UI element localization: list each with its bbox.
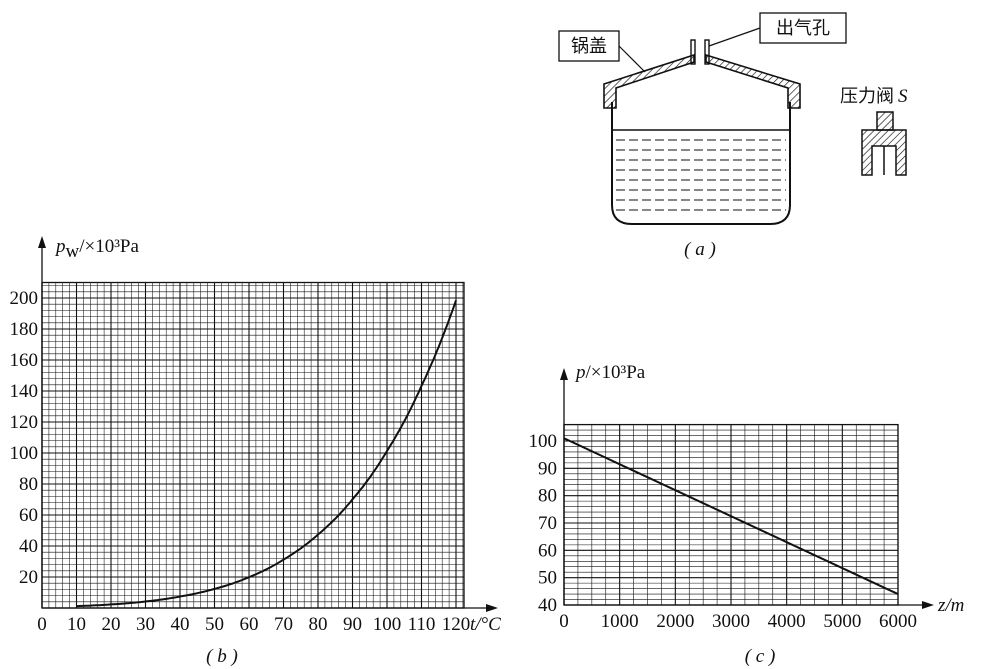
- chart-c-x-tick: 3000: [712, 611, 750, 632]
- chart-b-tick-labels: 0 10 20 30 40 50 60 70 80 90 100 110 120 20 40 60 80 100 1…: [10, 288, 471, 635]
- chart-b-y-tick: 140: [10, 381, 39, 402]
- chart-b-series-line: [76, 299, 457, 608]
- vent-label: 出气孔: [776, 18, 830, 39]
- chart-b-x-tick: 50: [205, 614, 224, 635]
- vent-leader: [708, 27, 761, 47]
- chart-b-y-tick: 80: [19, 474, 38, 495]
- chart-b-x-tick: 110: [408, 614, 436, 635]
- chart-b-x-tick: 100: [373, 614, 402, 635]
- altitude-pressure-chart: 0 1000 2000 3000 4000 5000 6000 40 50 60 70 80 90 100…: [529, 362, 965, 667]
- chart-c-y-tick: 50: [538, 568, 557, 589]
- chart-b-grid: [41, 281, 465, 609]
- chart-b-x-tick: 120: [442, 614, 471, 635]
- lid-label: 锅盖: [571, 36, 607, 57]
- chart-b-ylabel: pw/×10³Pa: [54, 236, 139, 262]
- water-lines: [616, 139, 786, 211]
- chart-b-x-tick: 80: [309, 614, 328, 635]
- chart-c-y-tick: 60: [538, 540, 557, 561]
- chart-b-x-tick: 60: [240, 614, 259, 635]
- chart-c-y-tick: 80: [538, 486, 557, 507]
- chart-b-x-arrow: [486, 604, 498, 612]
- chart-c-x-tick: 5000: [823, 611, 861, 632]
- chart-c-xlabel: z/m: [937, 595, 964, 616]
- chart-b-x-tick: 90: [343, 614, 362, 635]
- chart-b-x-tick: 70: [274, 614, 293, 635]
- chart-c-caption: ( c ): [745, 646, 776, 667]
- chart-c-y-tick: 40: [538, 595, 557, 616]
- chart-b-caption: ( b ): [206, 646, 238, 667]
- pressure-valve: [861, 111, 907, 176]
- chart-b-y-tick: 200: [10, 288, 39, 309]
- chart-b-x-tick: 20: [102, 614, 121, 635]
- chart-b-x-tick: 10: [67, 614, 86, 635]
- chart-c-x-tick: 2000: [656, 611, 694, 632]
- lid-right: [705, 53, 801, 109]
- chart-b-y-tick: 180: [10, 319, 39, 340]
- chart-c-y-tick: 70: [538, 513, 557, 534]
- vent-tube-left: [690, 39, 696, 65]
- chart-b-x-tick: 40: [171, 614, 190, 635]
- pressure-cooker-diagram: 锅盖 出气孔 压力阀 S ( a ): [558, 12, 908, 260]
- chart-c-tick-labels: 0 1000 2000 3000 4000 5000 6000 40 50 60 70 80 90 100: [529, 431, 918, 632]
- pot-body: [611, 102, 791, 225]
- chart-c-x-tick: 6000: [879, 611, 917, 632]
- lid-left: [603, 53, 695, 109]
- lid-leader: [618, 45, 646, 73]
- chart-c-y-tick: 90: [538, 458, 557, 479]
- chart-b-x-tick: 30: [136, 614, 155, 635]
- chart-c-x-tick: 1000: [601, 611, 639, 632]
- chart-b-y-tick: 100: [10, 443, 39, 464]
- chart-b-xlabel: t/°C: [470, 614, 501, 635]
- chart-c-ylabel: p/×10³Pa: [574, 362, 646, 383]
- chart-b-y-tick: 40: [19, 536, 38, 557]
- chart-b-y-tick: 20: [19, 567, 38, 588]
- chart-c-grid: [563, 423, 899, 606]
- chart-c-y-tick: 100: [529, 431, 558, 452]
- chart-c-y-arrow: [560, 368, 568, 380]
- chart-b-y-arrow: [38, 236, 46, 248]
- chart-b-y-tick: 60: [19, 505, 38, 526]
- chart-c-x-tick: 0: [559, 611, 569, 632]
- chart-c-series-line: [563, 437, 899, 595]
- caption-a: ( a ): [684, 239, 716, 260]
- chart-c-x-arrow: [922, 601, 934, 609]
- vapor-pressure-chart: 0 10 20 30 40 50 60 70 80 90 100 110 120 20 40 60 80 100 1…: [10, 236, 501, 667]
- chart-b-y-tick: 120: [10, 412, 39, 433]
- chart-b-x-tick: 0: [37, 614, 47, 635]
- vent-tube-right: [704, 39, 710, 65]
- chart-c-x-tick: 4000: [768, 611, 806, 632]
- chart-b-y-tick: 160: [10, 350, 39, 371]
- valve-label: 压力阀 S: [840, 86, 908, 107]
